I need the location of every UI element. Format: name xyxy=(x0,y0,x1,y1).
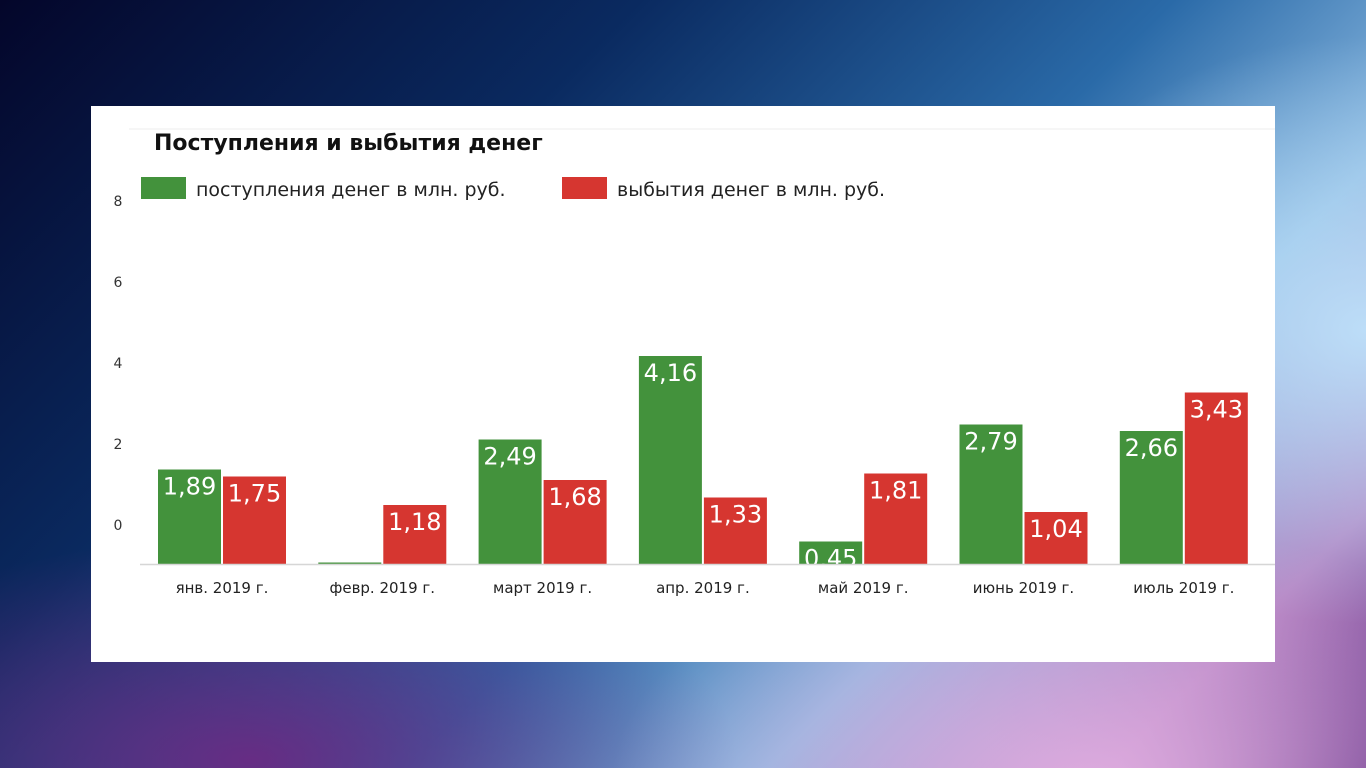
legend: поступления денег в млн. руб. выбытия де… xyxy=(141,177,885,201)
value-label-inflow: 2,49 xyxy=(483,443,536,471)
legend-label-outflow: выбытия денег в млн. руб. xyxy=(617,179,885,201)
x-tick-label: февр. 2019 г. xyxy=(330,579,436,597)
value-label-outflow: 1,81 xyxy=(869,477,922,505)
bar-outflow xyxy=(864,473,928,564)
legend-label-inflow: поступления денег в млн. руб. xyxy=(196,179,506,201)
bar-inflow xyxy=(638,356,702,564)
value-label-outflow: 3,43 xyxy=(1190,396,1243,424)
value-label-inflow: 2,66 xyxy=(1125,434,1178,462)
value-label-inflow: 4,16 xyxy=(644,359,697,387)
x-tick-label: май 2019 г. xyxy=(818,579,909,597)
value-label-outflow: 1,04 xyxy=(1029,515,1082,543)
bar-inflow xyxy=(799,541,863,564)
bar-outflow xyxy=(543,480,607,564)
value-labels: 1,89 1,75 0,03 1,18 2,49 1,68 4,16 1,33 0,45 1,81… xyxy=(163,359,1243,594)
bar-inflow xyxy=(959,424,1023,564)
bar-outflow xyxy=(223,476,286,564)
bar-inflow xyxy=(478,439,542,564)
x-tick-label: янв. 2019 г. xyxy=(176,579,269,597)
bar-outflow xyxy=(703,497,767,564)
x-tick-label: июль 2019 г. xyxy=(1133,579,1234,597)
y-tick-label: 6 xyxy=(114,275,123,291)
value-label-inflow: 0,03 xyxy=(323,566,376,594)
x-tick-label: июнь 2019 г. xyxy=(973,579,1074,597)
value-label-outflow: 1,75 xyxy=(228,480,281,508)
legend-swatch-outflow xyxy=(562,177,607,199)
bar-inflow xyxy=(318,562,382,564)
value-label-outflow: 1,68 xyxy=(548,483,601,511)
y-tick-label: 2 xyxy=(114,437,123,453)
value-label-inflow: 2,79 xyxy=(964,428,1017,456)
value-label-inflow: 1,89 xyxy=(163,473,216,501)
bar-inflow xyxy=(158,469,221,564)
value-label-outflow: 1,18 xyxy=(388,508,441,536)
bars xyxy=(158,356,1248,564)
bar-chart: Поступления и выбытия денег поступления … xyxy=(114,128,1275,597)
bar-outflow xyxy=(1024,512,1088,564)
value-label-inflow: 0,45 xyxy=(804,545,857,573)
x-axis-labels: янв. 2019 г. февр. 2019 г. март 2019 г. апр… xyxy=(176,579,1235,597)
y-tick-label: 8 xyxy=(114,194,123,210)
x-tick-label: март 2019 г. xyxy=(493,579,592,597)
bar-inflow xyxy=(1119,431,1183,564)
y-axis-ticks: 8 6 4 2 0 xyxy=(114,194,123,534)
x-tick-label: апр. 2019 г. xyxy=(656,579,750,597)
chart-title: Поступления и выбытия денег xyxy=(154,131,543,156)
value-label-outflow: 1,33 xyxy=(709,501,762,529)
bar-outflow xyxy=(383,505,447,564)
y-tick-label: 0 xyxy=(114,518,123,534)
y-tick-label: 4 xyxy=(114,356,123,372)
legend-swatch-inflow xyxy=(141,177,186,199)
chart-card: Поступления и выбытия денег поступления … xyxy=(91,106,1275,662)
bar-outflow xyxy=(1184,392,1248,564)
